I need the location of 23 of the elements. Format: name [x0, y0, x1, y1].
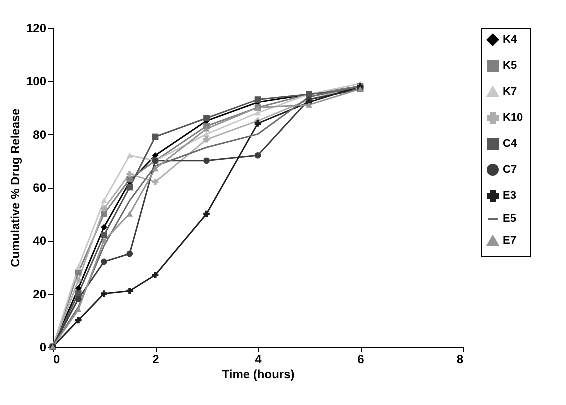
legend-label: E3	[503, 190, 516, 202]
x-tick-label: 4	[255, 352, 262, 366]
legend-label: E5	[503, 213, 516, 225]
legend-label: K5	[503, 60, 518, 72]
y-tick-label: 60	[33, 181, 47, 195]
y-axis-title: Cumulative % Drug Release	[8, 108, 22, 268]
y-tick-label: 120	[26, 22, 47, 36]
x-tick-label: 2	[152, 352, 160, 366]
y-tick-label: 40	[33, 234, 47, 248]
legend-label: K10	[503, 112, 524, 124]
legend-label: K7	[503, 86, 518, 98]
y-tick-label: 0	[40, 340, 47, 354]
legend-label: C4	[503, 138, 518, 150]
x-axis-title: Time (hours)	[222, 368, 295, 382]
legend-label: K4	[503, 34, 518, 46]
y-tick-label: 80	[33, 128, 47, 142]
x-tick-label: 0	[54, 352, 60, 366]
legend-label: C7	[503, 164, 518, 176]
x-tick-label: 8	[456, 352, 464, 366]
y-tick-label: 20	[33, 287, 47, 302]
x-tick-label: 6	[358, 352, 365, 366]
legend-label: E7	[503, 235, 516, 247]
y-tick-label: 100	[26, 74, 47, 89]
